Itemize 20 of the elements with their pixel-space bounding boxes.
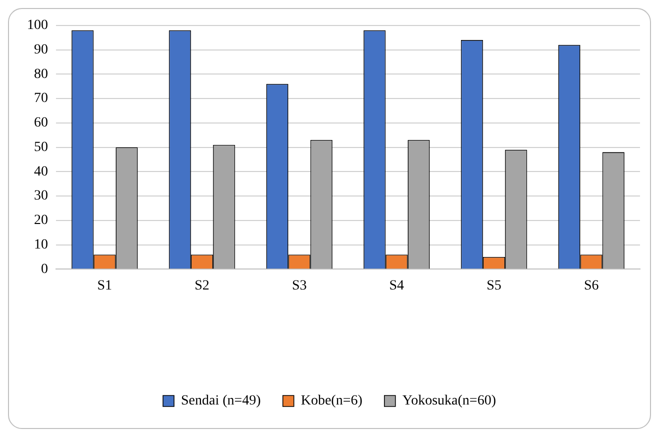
y-tick-label: 80 [34, 66, 48, 82]
x-tick-label: S2 [194, 278, 210, 294]
x-tick-label: S3 [292, 278, 307, 294]
y-tick-label: 10 [34, 237, 48, 252]
y-tick-label: 40 [34, 164, 48, 180]
x-tick-label: S5 [486, 278, 502, 294]
y-tick-label: 20 [34, 213, 48, 228]
x-tick-label: S4 [389, 278, 404, 294]
legend-label: Kobe(n=6) [300, 394, 363, 409]
y-tick-label: 100 [27, 18, 48, 34]
y-tick-label: 90 [34, 42, 48, 58]
y-tick-label: 0 [41, 262, 48, 277]
y-tick-label: 60 [34, 116, 48, 131]
y-tick-label: 50 [34, 140, 48, 155]
y-tick-label: 30 [34, 188, 48, 204]
legend-label: Sendai (n=49) [181, 394, 262, 409]
y-tick-label: 70 [34, 91, 48, 106]
x-tick-label: S1 [97, 278, 112, 294]
x-tick-label: S6 [584, 278, 599, 294]
legend-label: Yokosuka(n=60) [402, 394, 496, 409]
